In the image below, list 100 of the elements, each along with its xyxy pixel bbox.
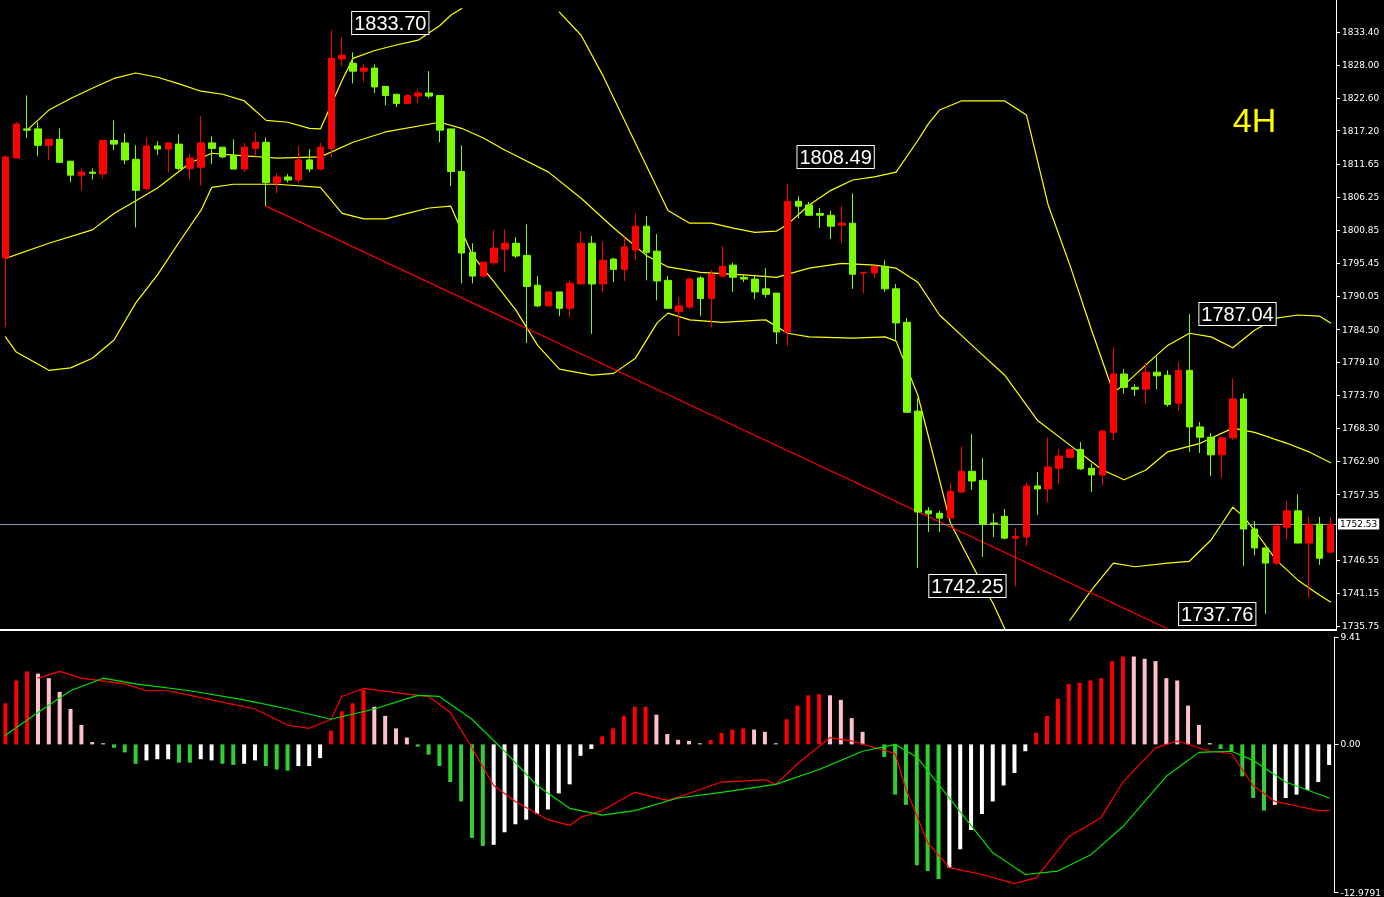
candlestick: [425, 70, 433, 100]
bar: [1283, 744, 1288, 799]
bar: [79, 724, 84, 745]
candlestick: [186, 152, 194, 180]
bar: [426, 744, 431, 755]
bar: [643, 706, 648, 745]
y-tick-label: 9.41: [1340, 632, 1361, 642]
bar: [133, 744, 138, 764]
candlestick: [1294, 493, 1302, 544]
candlestick: [1316, 516, 1323, 566]
candlestick: [1327, 516, 1334, 553]
bar: [122, 744, 127, 753]
candlestick: [512, 236, 520, 259]
candlestick: [729, 262, 737, 293]
bar: [274, 744, 279, 770]
bar: [545, 744, 550, 810]
candlestick: [653, 233, 661, 301]
y-tick-label: 1806.25: [1342, 192, 1380, 203]
annotation: 1833.70: [354, 12, 427, 34]
bar: [632, 706, 637, 745]
bar: [513, 744, 518, 825]
candlestick: [338, 36, 346, 67]
bar: [14, 680, 19, 745]
bar: [1131, 656, 1136, 745]
bar: [1251, 744, 1256, 799]
bar: [1077, 682, 1082, 745]
bar: [1034, 732, 1039, 745]
bar: [111, 744, 116, 748]
candlestick: [762, 267, 770, 298]
candlestick: [643, 215, 650, 281]
candlestick: [925, 506, 932, 533]
candlestick: [1164, 369, 1171, 408]
bar: [1120, 656, 1125, 745]
bar: [752, 729, 757, 745]
bar: [784, 719, 789, 745]
bar: [914, 744, 919, 866]
candlestick: [1186, 313, 1193, 453]
candlestick: [262, 136, 270, 207]
candlestick: [1131, 383, 1139, 397]
bar: [817, 694, 822, 745]
candlestick: [686, 276, 693, 310]
candlestick: [1088, 462, 1095, 493]
bar: [578, 744, 583, 756]
y-tick-label: -12.9791: [1340, 887, 1381, 897]
candlestick: [67, 160, 74, 183]
candlestick: [241, 142, 248, 173]
candlestick: [534, 275, 541, 308]
line-series: [558, 11, 1332, 393]
candlestick: [480, 261, 487, 279]
bar: [459, 744, 464, 802]
candlestick: [1142, 362, 1150, 405]
bar: [741, 728, 746, 745]
candlestick: [838, 205, 846, 244]
candlestick: [708, 269, 715, 328]
bar: [860, 731, 865, 745]
annotation: 1808.49: [799, 146, 872, 168]
candlestick: [284, 173, 292, 183]
candlestick: [860, 271, 867, 294]
bar: [415, 744, 420, 747]
candlestick: [1023, 481, 1030, 547]
candlestick: [2, 154, 9, 328]
bar: [198, 744, 203, 760]
candlestick: [78, 167, 85, 191]
line-series: [1069, 506, 1332, 621]
candlestick: [936, 510, 943, 533]
bar: [1088, 680, 1093, 745]
candlestick: [1044, 436, 1052, 503]
candlestick: [599, 240, 607, 293]
candlestick: [328, 29, 335, 158]
y-tick-label: 1762.90: [1342, 455, 1380, 466]
candlestick: [523, 223, 531, 344]
bar: [893, 744, 898, 795]
y-tick-label: 1800.85: [1342, 225, 1380, 236]
ref-line-label: 1752.53: [1340, 519, 1378, 530]
y-tick-label: 1735.75: [1342, 621, 1380, 632]
candlestick: [990, 512, 998, 538]
candlestick: [501, 228, 509, 273]
candlestick: [621, 236, 628, 282]
bar: [3, 703, 8, 745]
candlestick: [132, 144, 140, 228]
candlestick: [773, 292, 780, 345]
bar: [318, 744, 323, 759]
bar: [448, 744, 453, 783]
bar: [567, 744, 572, 785]
candlestick: [1001, 508, 1008, 540]
candlestick: [306, 148, 313, 173]
y-tick-label: 1811.65: [1342, 159, 1380, 170]
candlestick: [1207, 432, 1215, 477]
candlestick: [1218, 437, 1226, 479]
candlestick: [1055, 448, 1063, 485]
candlestick: [56, 127, 63, 164]
candlestick: [1099, 428, 1106, 486]
candlestick: [1110, 346, 1117, 441]
candlestick: [1305, 516, 1313, 599]
candlestick: [89, 167, 96, 180]
bar: [719, 732, 724, 745]
candlestick: [197, 115, 205, 186]
candlestick: [23, 94, 31, 139]
y-tick-label: 1828.00: [1342, 60, 1380, 71]
candlestick: [371, 63, 378, 94]
